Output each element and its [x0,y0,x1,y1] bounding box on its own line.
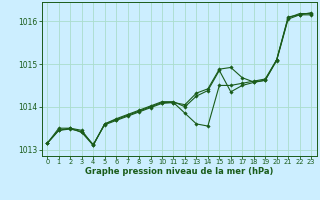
X-axis label: Graphe pression niveau de la mer (hPa): Graphe pression niveau de la mer (hPa) [85,167,273,176]
